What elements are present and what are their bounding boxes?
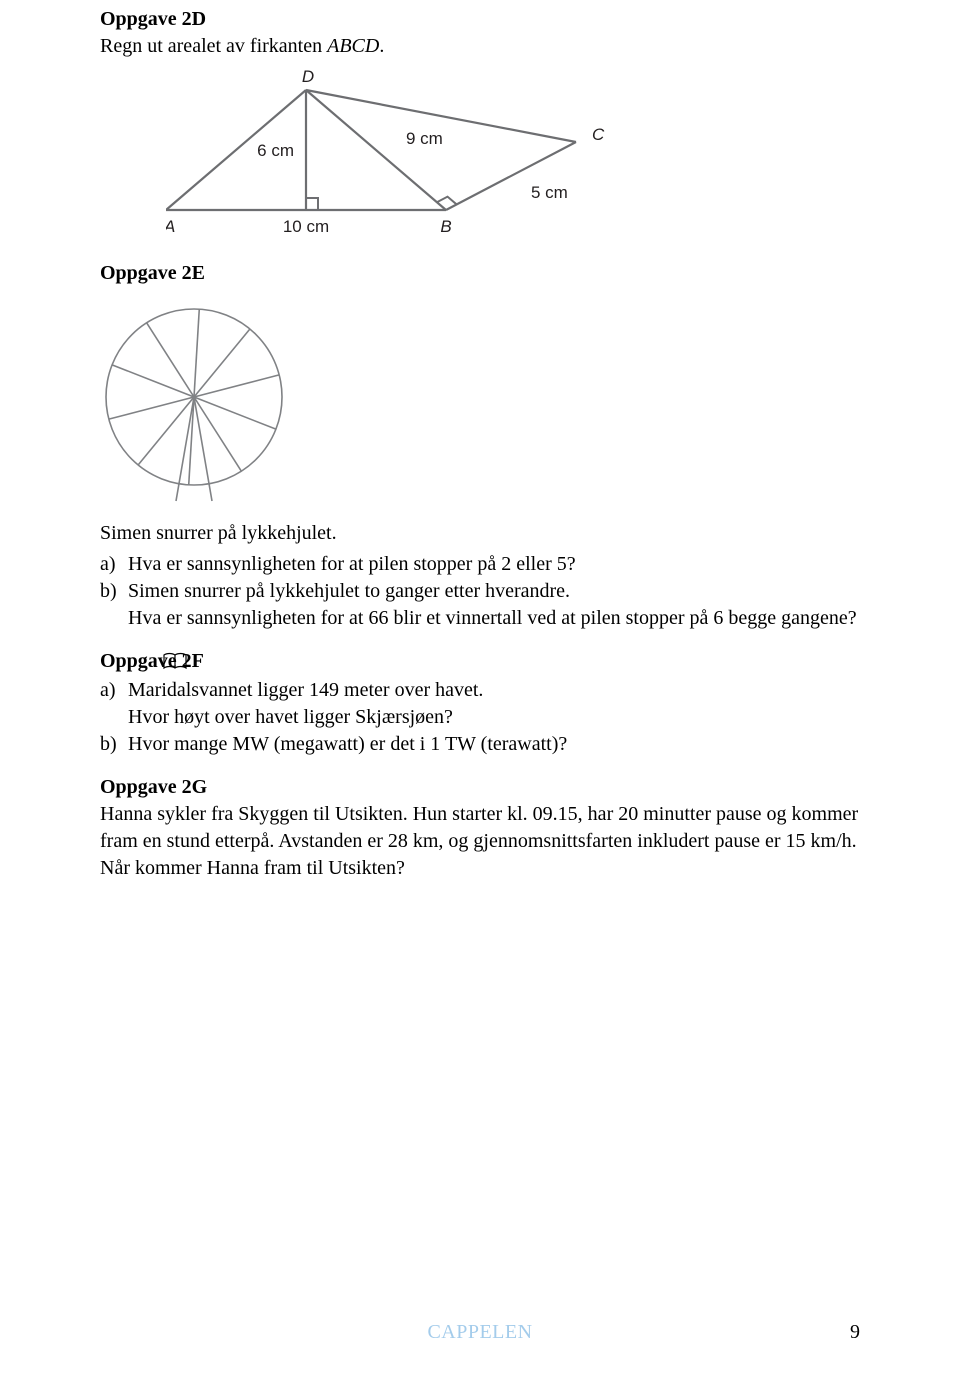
task-2d-title: Oppgave 2D — [100, 8, 860, 31]
svg-text:6 cm: 6 cm — [257, 141, 294, 160]
task-2e-intro: Simen snurrer på lykkehjulet. — [100, 520, 860, 547]
list-item: b) Simen snurrer på lykkehjulet to gange… — [100, 578, 860, 632]
task-2g-title: Oppgave 2G — [100, 776, 860, 799]
task-2d-text-italic: ABCD — [327, 35, 379, 57]
page-number: 9 — [850, 1321, 860, 1344]
item-letter: b) — [100, 731, 128, 758]
task-2e-title: Oppgave 2E — [100, 262, 860, 285]
item-text: Hvor mange MW (megawatt) er det i 1 TW (… — [128, 731, 860, 758]
page-footer: CAPPELEN 9 — [0, 1321, 960, 1344]
item-text: Simen snurrer på lykkehjulet to ganger e… — [128, 578, 860, 632]
list-item: b) Hvor mange MW (megawatt) er det i 1 T… — [100, 731, 860, 758]
item-text: Hva er sannsynligheten for at pilen stop… — [128, 551, 860, 578]
task-2g-p2: Når kommer Hanna fram til Utsikten? — [100, 855, 860, 882]
list-item: a) Maridalsvannet ligger 149 meter over … — [100, 677, 860, 731]
item-text: Maridalsvannet ligger 149 meter over hav… — [128, 677, 860, 731]
item-letter: a) — [100, 551, 128, 578]
svg-text:A: A — [166, 217, 175, 236]
item-line: Hva er sannsynligheten for at 66 blir et… — [128, 605, 860, 632]
task-2d-text: Regn ut arealet av firkanten ABCD. — [100, 33, 860, 60]
item-line: Hvor høyt over havet ligger Skjærsjøen? — [128, 704, 860, 731]
item-line: Maridalsvannet ligger 149 meter over hav… — [128, 677, 860, 704]
task-2f-list: a) Maridalsvannet ligger 149 meter over … — [100, 677, 860, 758]
list-item: a) Hva er sannsynligheten for at pilen s… — [100, 551, 860, 578]
quad-diagram: A B C D 10 cm 6 cm 9 cm 5 cm — [166, 70, 860, 250]
svg-text:5 cm: 5 cm — [531, 183, 568, 202]
task-2d-text-prefix: Regn ut arealet av firkanten — [100, 35, 327, 57]
svg-text:D: D — [302, 70, 314, 86]
svg-text:10 cm: 10 cm — [283, 217, 329, 236]
task-2d-text-suffix: . — [379, 35, 384, 57]
task-2e-list: a) Hva er sannsynligheten for at pilen s… — [100, 551, 860, 632]
book-icon — [162, 652, 188, 677]
wheel-diagram — [100, 303, 860, 508]
svg-text:B: B — [440, 217, 451, 236]
item-letter: a) — [100, 677, 128, 731]
footer-brand: CAPPELEN — [427, 1321, 532, 1344]
item-line: Simen snurrer på lykkehjulet to ganger e… — [128, 578, 860, 605]
item-letter: b) — [100, 578, 128, 632]
svg-text:C: C — [592, 125, 605, 144]
task-2g-p1: Hanna sykler fra Skyggen til Utsikten. H… — [100, 801, 860, 855]
svg-text:9 cm: 9 cm — [406, 129, 443, 148]
task-2f-title: Oppgave 2F — [100, 650, 860, 673]
